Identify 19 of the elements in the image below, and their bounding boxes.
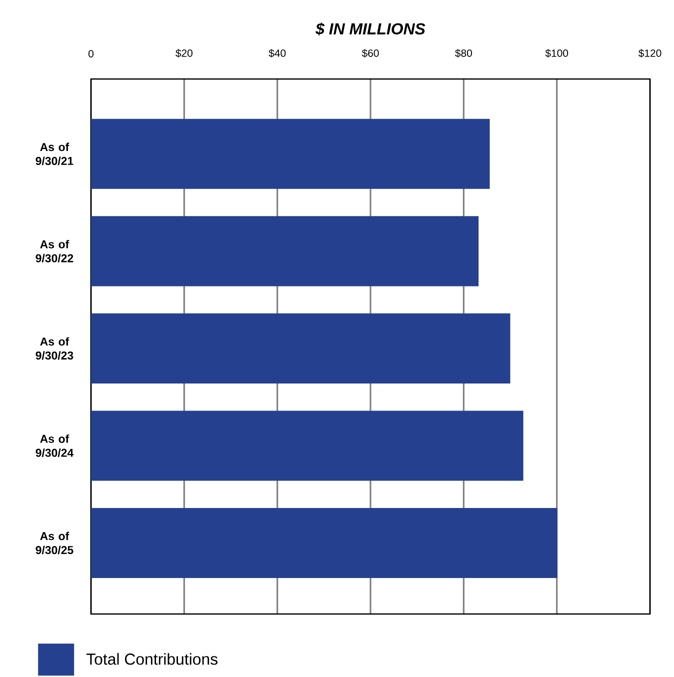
y-tick-label: As of 9/30/25 <box>36 532 74 554</box>
x-tick-label: $20 <box>176 49 192 58</box>
bar <box>91 118 490 189</box>
bar <box>91 216 479 286</box>
x-tick-label: $80 <box>455 49 472 58</box>
y-tick-label: As of 9/30/22 <box>36 240 74 262</box>
x-tick-label: $60 <box>362 49 379 58</box>
x-tick-label: 0 <box>88 50 94 58</box>
bar <box>91 313 510 384</box>
legend-label: Total Contributions <box>86 653 218 665</box>
chart-title: $ IN MILLIONS <box>316 22 426 36</box>
x-tick-label: $40 <box>268 49 286 58</box>
y-tick-label: As of 9/30/24 <box>36 434 74 457</box>
bar <box>91 410 524 481</box>
bar <box>91 508 558 578</box>
y-tick-label: As of 9/30/21 <box>36 142 74 166</box>
x-tick-label: $120 <box>638 49 662 58</box>
x-tick-label: $100 <box>545 49 568 58</box>
y-tick-label: As of 9/30/23 <box>36 337 74 360</box>
